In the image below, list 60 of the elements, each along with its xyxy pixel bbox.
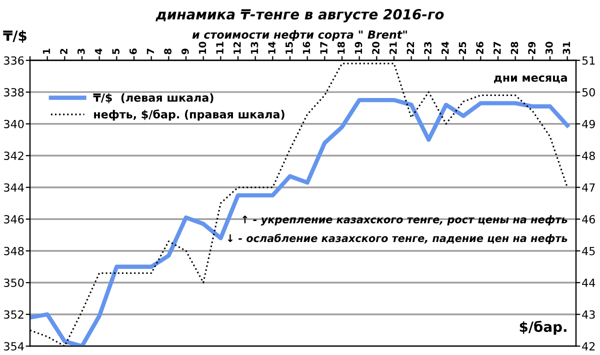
y-tick-label: 354 [4, 342, 24, 351]
y2-tick-label: 49 [582, 120, 595, 128]
y-tick-label: 336 [4, 56, 24, 65]
y2-tick-label: 46 [582, 215, 595, 224]
y-tick-label: 352 [4, 310, 24, 319]
x-tick-label: 3 [77, 48, 85, 54]
x-tick-label: 15 [286, 42, 293, 54]
y-tick-label: 348 [4, 246, 24, 256]
x-tick-label: 14 [268, 42, 276, 54]
x-axis-title: дни месяца [494, 75, 567, 84]
y-tick-label: 340 [4, 120, 24, 128]
y2-tick-label: 47 [582, 183, 595, 192]
x-tick-label: 9 [181, 48, 189, 54]
x-tick-label: 26 [476, 42, 484, 54]
x-tick-label: 8 [164, 48, 172, 54]
y-tick-label: 344 [4, 183, 24, 192]
x-tick-label: 6 [129, 48, 137, 54]
x-tick-label: 27 [493, 42, 501, 54]
x-tick-label: 21 [389, 42, 397, 54]
x-tick-label: 16 [302, 42, 310, 54]
annotation: ↓ - ослабление казахского тенге, падение цен на нефть [228, 234, 568, 244]
x-tick-label: 29 [528, 42, 536, 54]
y-tick-label: 338 [4, 88, 24, 96]
x-tick-label: 7 [146, 48, 154, 54]
x-tick-label: 18 [337, 42, 345, 54]
y2-tick-label: 44 [582, 278, 596, 287]
x-tick-label: 22 [406, 42, 414, 54]
x-tick-label: 30 [545, 42, 553, 54]
y2-tick-label: 50 [582, 88, 595, 96]
y2-axis-title: $/бар. [520, 320, 566, 335]
x-tick-label: 1 [42, 48, 50, 54]
y2-tick-label: 43 [582, 310, 595, 319]
y-tick-label: 350 [4, 278, 24, 287]
x-tick-label: 4 [94, 48, 102, 54]
x-tick-label: 31 [562, 42, 570, 54]
x-tick-label: 13 [250, 42, 258, 54]
legend-label: нефть, $/бар. (правая шкала) [94, 110, 284, 121]
y2-tick-label: 42 [582, 342, 595, 350]
y2-tick-label: 48 [582, 152, 595, 160]
y2-tick-label: 45 [582, 246, 595, 256]
x-tick-label: 10 [198, 42, 206, 54]
x-tick-label: 2 [60, 48, 68, 54]
x-tick-label: 5 [112, 48, 120, 54]
x-tick-label: 12 [233, 42, 241, 54]
x-tick-label: 25 [458, 42, 466, 54]
x-tick-label: 11 [216, 42, 224, 54]
x-tick-label: 28 [510, 42, 518, 54]
annotation: ↑ - укрепление казахского тенге, рост цены на нефть [242, 215, 568, 226]
x-tick-label: 24 [441, 42, 449, 54]
y-axis-title: ₸/$ [3, 30, 26, 43]
x-tick-label: 17 [320, 42, 328, 54]
y-tick-label: 342 [4, 152, 24, 160]
y2-tick-label: 51 [582, 56, 595, 65]
y-tick-label: 346 [4, 215, 24, 224]
x-tick-label: 19 [354, 42, 362, 54]
chart-subtitle: и стоимости нефти сорта " Brent" [192, 30, 407, 41]
x-tick-label: 23 [424, 42, 432, 54]
x-tick-label: 20 [372, 42, 380, 54]
chart-title: динамика ₸-тенге в августе 2016-го [156, 9, 444, 22]
legend-label: ₸/$ (левая шкала) [93, 93, 214, 104]
